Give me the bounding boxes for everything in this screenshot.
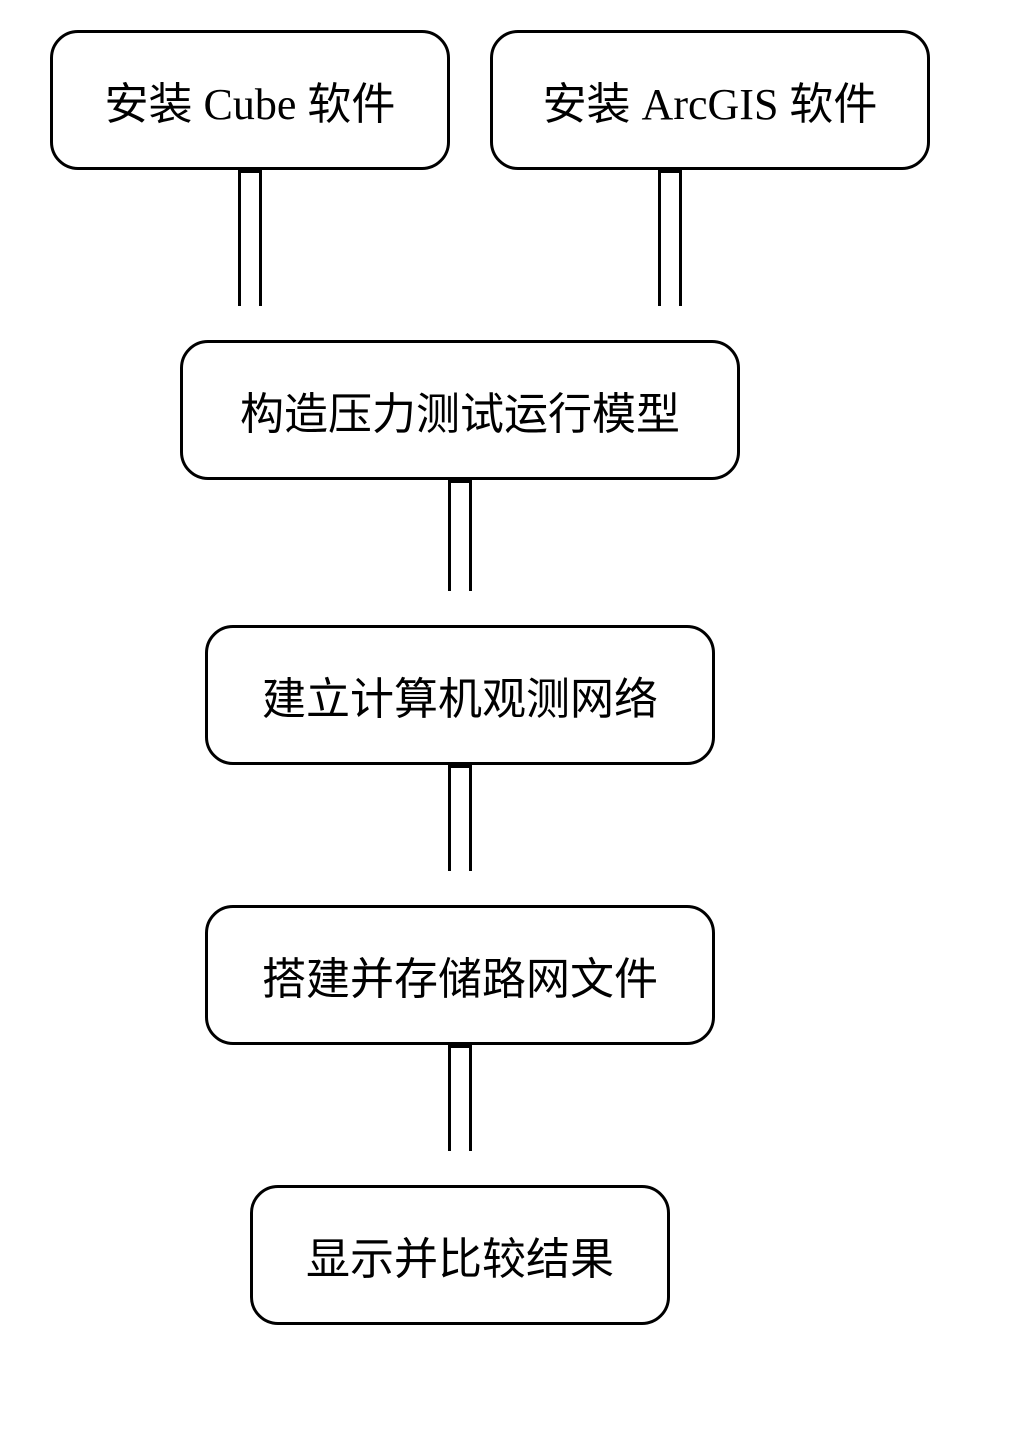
node-label: 安装 ArcGIS 软件 <box>543 68 878 132</box>
flow-node-store-roadnet: 搭建并存储路网文件 <box>205 905 715 1045</box>
node-label: 安装 Cube 软件 <box>105 68 396 132</box>
node-label: 建立计算机观测网络 <box>262 663 658 727</box>
flow-arrow <box>439 1045 481 1185</box>
flow-node-display-compare: 显示并比较结果 <box>250 1185 670 1325</box>
arrow-down-icon <box>448 480 472 591</box>
flow-arrow <box>439 480 481 625</box>
arrow-down-icon <box>448 1045 472 1151</box>
node-label: 显示并比较结果 <box>306 1223 614 1287</box>
flow-node-install-cube: 安装 Cube 软件 <box>50 30 450 170</box>
flow-arrow <box>439 765 481 905</box>
flow-arrow <box>229 170 271 340</box>
node-label: 构造压力测试运行模型 <box>240 378 680 442</box>
arrow-down-icon <box>238 170 262 306</box>
flow-node-build-network: 建立计算机观测网络 <box>205 625 715 765</box>
flow-node-construct-model: 构造压力测试运行模型 <box>180 340 740 480</box>
node-label: 搭建并存储路网文件 <box>262 943 658 1007</box>
flow-node-install-arcgis: 安装 ArcGIS 软件 <box>490 30 930 170</box>
arrow-down-icon <box>448 765 472 871</box>
flow-arrow <box>649 170 691 340</box>
arrow-down-icon <box>658 170 682 306</box>
